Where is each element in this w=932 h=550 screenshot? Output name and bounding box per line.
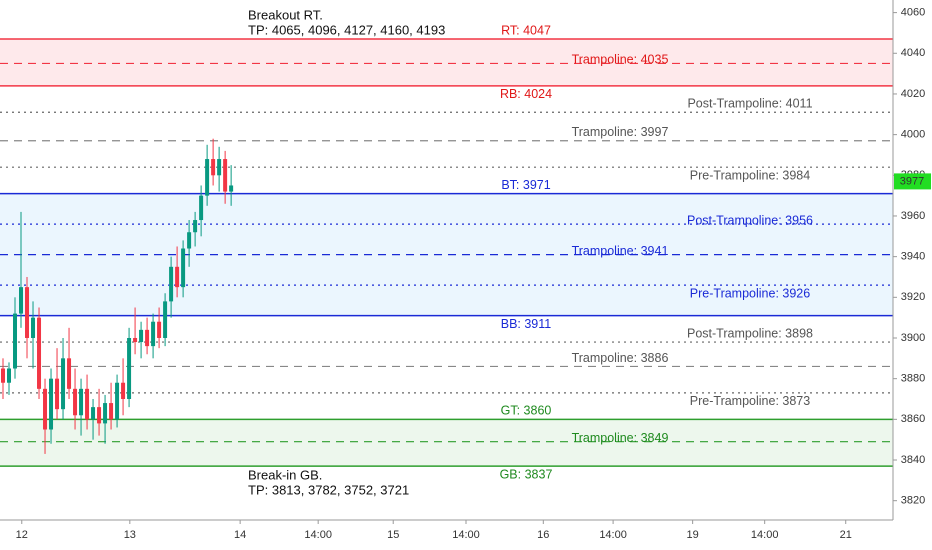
candle-body (211, 159, 216, 176)
candle-body (193, 220, 198, 233)
candle-body (115, 382, 120, 420)
candle-body (109, 403, 114, 420)
candle-body (13, 313, 18, 369)
y-tick-label: 3900 (901, 332, 925, 344)
x-axis-bg (0, 520, 932, 550)
candle-body (223, 159, 228, 192)
level-label: Pre-Trampoline: 3926 (690, 286, 810, 300)
x-tick-label: 21 (840, 529, 852, 541)
level-label: Trampoline: 3849 (572, 431, 669, 445)
y-tick-label: 3860 (901, 413, 925, 425)
candle-body (91, 407, 96, 420)
candle-body (25, 287, 30, 338)
level-label: Pre-Trampoline: 3873 (690, 394, 810, 408)
y-tick-label: 4060 (901, 7, 925, 19)
x-tick-label: 14:00 (452, 529, 480, 541)
candle-body (85, 388, 90, 420)
candle-body (61, 358, 66, 410)
candle-body (163, 301, 168, 338)
y-tick-label: 4020 (901, 88, 925, 100)
level-label: Trampoline: 3886 (572, 351, 669, 365)
y-tick-label: 4000 (901, 129, 925, 141)
annotation-text: TP: 3813, 3782, 3752, 3721 (248, 482, 409, 497)
candle-body (181, 248, 186, 288)
last-price-box (894, 173, 931, 190)
candle-body (103, 403, 108, 424)
y-tick-label: 3820 (901, 495, 925, 507)
candle-body (55, 378, 60, 410)
candle-body (19, 287, 24, 314)
x-tick-label: 14:00 (304, 529, 332, 541)
level-label: Post-Trampoline: 3898 (687, 326, 813, 340)
x-tick-label: 13 (124, 529, 136, 541)
candle-body (169, 266, 174, 302)
candle-body (49, 378, 54, 430)
x-tick-label: 12 (16, 529, 28, 541)
candle-body (139, 329, 144, 343)
candle-body (37, 317, 42, 389)
candle-body (31, 317, 36, 338)
candle-body (73, 388, 78, 416)
level-label: RT: 4047 (501, 23, 551, 37)
level-band (0, 419, 893, 467)
level-label: BB: 3911 (501, 317, 552, 331)
x-tick-label: 19 (687, 529, 699, 541)
candle-body (205, 159, 210, 196)
y-tick-label: 3880 (901, 373, 925, 385)
x-tick-label: 15 (387, 529, 399, 541)
level-label: GT: 3860 (501, 404, 552, 418)
x-tick-label: 14 (234, 529, 246, 541)
level-label: Trampoline: 3941 (572, 244, 669, 258)
candle-body (7, 368, 12, 383)
candle-body (157, 321, 162, 338)
level-label: Trampoline: 3997 (572, 125, 669, 139)
candle-body (67, 358, 72, 389)
candle-body (133, 337, 138, 343)
annotation-text: TP: 4065, 4096, 4127, 4160, 4193 (248, 22, 445, 37)
candle-body (121, 382, 126, 399)
x-tick-label: 14:00 (599, 529, 627, 541)
y-tick-label: 3940 (901, 251, 925, 263)
y-tick-label: 3840 (901, 454, 925, 466)
level-label: Pre-Trampoline: 3984 (690, 168, 810, 182)
candle-body (175, 266, 180, 288)
candle-body (151, 321, 156, 347)
candle-body (229, 185, 234, 192)
candle-body (1, 368, 6, 383)
candle-body (127, 337, 132, 399)
y-axis-bg (893, 0, 932, 550)
candle-body (217, 159, 222, 176)
candle-body (199, 195, 204, 221)
candle-body (187, 232, 192, 249)
candle-body (43, 388, 48, 430)
y-tick-label: 4040 (901, 47, 925, 59)
level-label: BT: 3971 (501, 178, 550, 192)
candle-body (145, 329, 150, 347)
annotation-title: Break-in GB. (248, 467, 322, 482)
level-label: GB: 3837 (500, 467, 553, 481)
candle-body (97, 407, 102, 424)
level-label: RB: 4024 (500, 87, 552, 101)
annotation-title: Breakout RT. (248, 7, 323, 22)
level-label: Post-Trampoline: 4011 (687, 97, 812, 111)
x-tick-label: 14:00 (751, 529, 779, 541)
last-price-label: 3977 (900, 175, 924, 187)
x-tick-label: 16 (537, 529, 549, 541)
candle-body (79, 388, 84, 416)
y-tick-label: 3960 (901, 210, 925, 222)
level-band (0, 39, 893, 86)
level-label: Trampoline: 4035 (572, 53, 669, 67)
y-tick-label: 3920 (901, 291, 925, 303)
level-label: Post-Trampoline: 3956 (687, 213, 813, 227)
